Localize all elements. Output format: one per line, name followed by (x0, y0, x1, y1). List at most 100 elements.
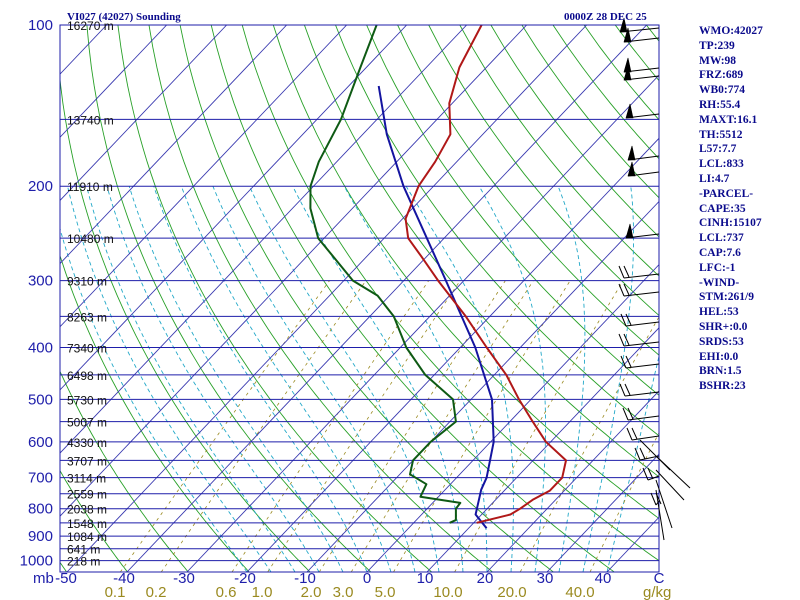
pressure-tick-label: 1000 (20, 553, 53, 570)
temperature-tick-label: 10 (417, 570, 434, 587)
isotherm-line (486, 390, 659, 572)
wind-barb-feather (642, 467, 649, 481)
pressure-tick-label: 200 (28, 178, 53, 195)
mixing-ratio-line (393, 280, 571, 572)
height-label: 3707 m (67, 454, 107, 468)
wind-barb-staff (623, 273, 660, 279)
temperature-tick-label: 20 (477, 570, 494, 587)
mixing-ratio-tick-label: 0.2 (146, 584, 167, 600)
stat-line: BSHR:23 (699, 380, 746, 393)
dry-adiabat-line (60, 469, 128, 572)
height-label: 4330 m (67, 436, 107, 450)
dry-adiabat-line (148, 25, 493, 572)
pressure-tick-label: 600 (28, 434, 53, 451)
wind-barb-staff (627, 415, 660, 421)
wind-barb-feather (626, 427, 633, 441)
stat-line: MW:98 (699, 54, 737, 67)
height-label: 2559 m (67, 488, 107, 502)
dry-adiabat-line (117, 25, 432, 572)
mixing-ratio-tick-label: 10.0 (433, 584, 462, 600)
dry-adiabat-line (397, 25, 659, 356)
moist-adiabat-line (180, 186, 392, 572)
mixing-ratio-line (160, 280, 367, 572)
height-label: 10480 m (67, 232, 114, 246)
isotherm-line (246, 137, 659, 572)
chart-title: VI027 (42027) Sounding (67, 11, 181, 23)
stat-line: RH:55.4 (699, 98, 741, 111)
mixing-ratio-line (119, 280, 330, 572)
height-label: 13740 m (67, 113, 114, 127)
moist-adiabat-line (405, 185, 514, 572)
parcel-trace-line (377, 85, 495, 529)
stat-line: CINH:15107 (699, 217, 762, 230)
moist-adiabat-line (212, 186, 416, 572)
wind-barb-column (618, 17, 691, 541)
dry-adiabat-line (210, 25, 615, 572)
stat-line: SHR+:0.0 (699, 320, 748, 333)
temperature-tick-label: -40 (113, 570, 135, 587)
isotherm-line (426, 327, 659, 572)
moist-adiabat-line (292, 185, 464, 572)
mixing-ratio-tick-label: 40.0 (565, 584, 594, 600)
mixing-ratio-tick-label: 3.0 (333, 584, 354, 600)
dry-adiabat-line (179, 25, 554, 572)
isotherm-line (66, 25, 587, 572)
wind-barb-feather (631, 427, 638, 440)
stat-line: CAPE:35 (699, 202, 746, 215)
mixing-ratio-line (589, 431, 659, 572)
isotherm-line (60, 25, 167, 138)
pressure-unit-label: mb (33, 570, 54, 587)
temperature-tick-label: -50 (55, 570, 77, 587)
height-label: 8263 m (67, 310, 107, 324)
mixing-ratio-tick-label: 2.0 (301, 584, 322, 600)
wind-barb-feather (639, 447, 646, 460)
plot-frame (59, 24, 660, 573)
temperature-tick-label: -10 (294, 570, 316, 587)
grid-lines (60, 25, 659, 572)
stat-line: STM:261/9 (699, 291, 754, 304)
wind-barb-flag (627, 145, 636, 161)
isotherm-line (60, 25, 527, 517)
height-label: 1548 m (67, 517, 107, 531)
isotherm-line (126, 25, 647, 572)
wind-barb-flag (623, 27, 632, 43)
wind-barb-feather (623, 265, 630, 278)
isotherm-line (366, 263, 659, 572)
mixing-ratio-tick-label: 1.0 (252, 584, 273, 600)
temperature-tick-label: -20 (234, 570, 256, 587)
pressure-tick-label: 700 (28, 470, 53, 487)
wind-barb-staff (623, 291, 660, 297)
stat-line: L57:7.7 (699, 143, 737, 156)
temperature-tick-label: C (654, 570, 665, 587)
mixing-ratio-line (267, 280, 461, 572)
dry-adiabat-line (366, 25, 659, 396)
moist-adiabat-line (60, 227, 248, 572)
wind-barb-staff (624, 391, 660, 397)
isotherm-line (60, 25, 407, 391)
wind-barb-feather (623, 333, 630, 346)
dry-adiabat-line (303, 25, 659, 478)
isotherm-line (546, 453, 659, 572)
moist-adiabat-line (106, 186, 320, 572)
wind-barb-staff (655, 479, 673, 529)
mixing-ratio-line (350, 280, 534, 572)
wind-barb-flag (619, 17, 628, 33)
pressure-tick-label: 900 (28, 528, 53, 545)
wind-barb-staff (623, 341, 660, 347)
wind-barb-staff (655, 500, 660, 506)
stat-line: LI:4.7 (699, 172, 730, 185)
isotherm-line (186, 74, 659, 572)
dry-adiabat-line (459, 25, 659, 277)
pressure-tick-label: 500 (28, 391, 53, 408)
stat-line: FRZ:689 (699, 69, 744, 82)
moist-adiabat-line (478, 185, 547, 572)
stat-line: TH:5512 (699, 128, 743, 141)
height-label: 5730 m (67, 393, 107, 407)
wind-barb-feather (618, 283, 625, 297)
moist-adiabat-line (249, 186, 440, 572)
pressure-tick-label: 100 (28, 17, 53, 34)
dry-adiabat-line (428, 25, 659, 317)
mixing-ratio-line (231, 280, 430, 572)
wind-barb-feather (618, 265, 625, 279)
